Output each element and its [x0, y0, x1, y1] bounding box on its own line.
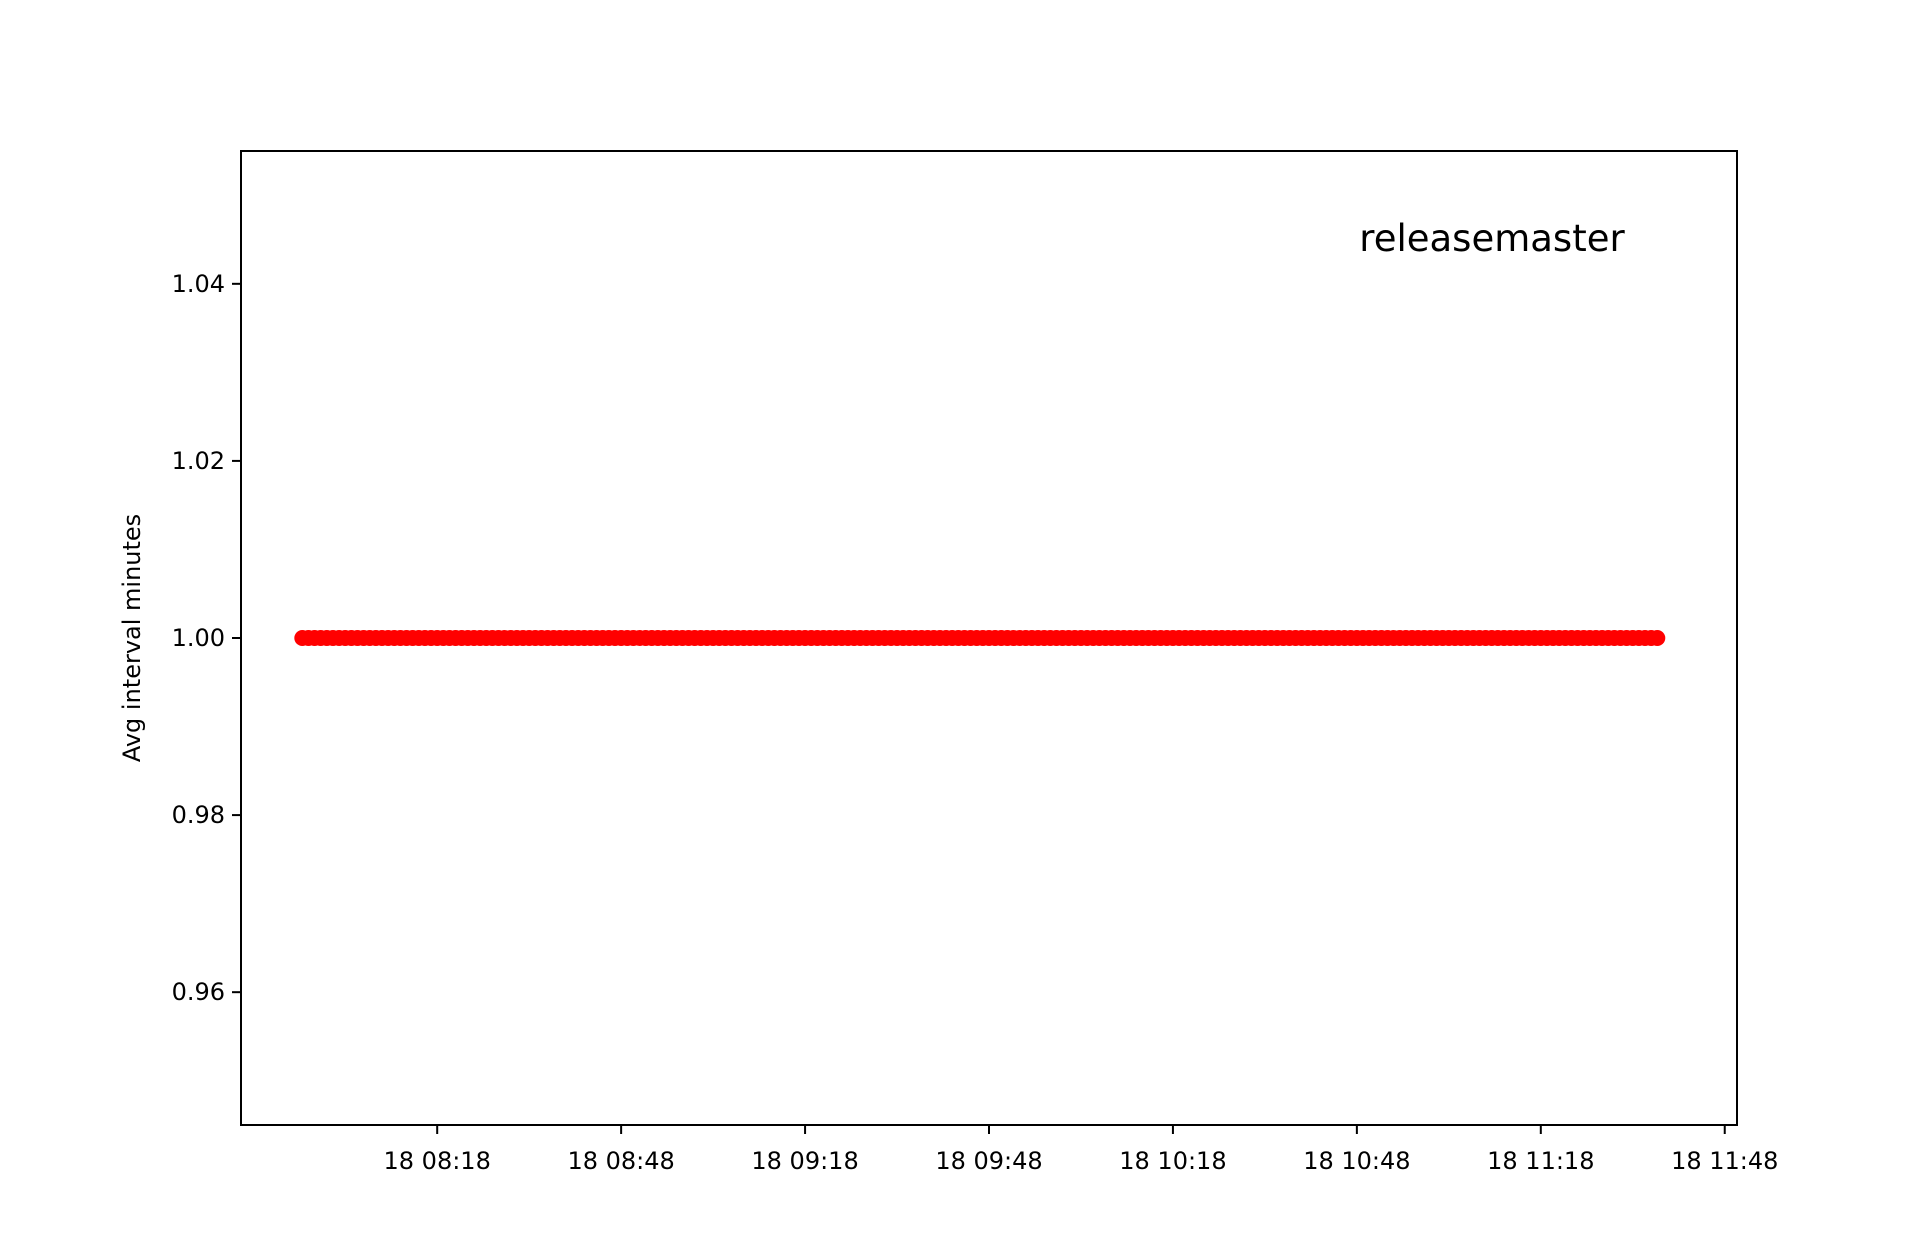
annotation-label: releasemaster [1359, 217, 1625, 260]
data-points [294, 630, 1666, 646]
x-tick-label: 18 10:48 [1303, 1147, 1410, 1175]
x-tick-label: 18 08:48 [567, 1147, 674, 1175]
data-point [1649, 630, 1666, 646]
y-tick-label: 1.02 [172, 447, 225, 475]
y-tick-label: 1.00 [172, 624, 225, 652]
x-tick-label: 18 11:18 [1487, 1147, 1594, 1175]
y-axis-label: Avg interval minutes [118, 514, 146, 762]
y-axis: 0.96 0.98 1.00 1.02 1.04 [172, 270, 241, 1006]
x-axis: 18 08:18 18 08:48 18 09:18 18 09:48 18 10:18… [384, 1125, 1778, 1175]
x-tick-label: 18 09:18 [751, 1147, 858, 1175]
y-tick-label: 1.04 [172, 270, 225, 298]
x-tick-label: 18 09:48 [935, 1147, 1042, 1175]
y-tick-label: 0.98 [172, 801, 225, 829]
x-tick-label: 18 08:18 [384, 1147, 491, 1175]
x-tick-label: 18 11:48 [1671, 1147, 1778, 1175]
x-tick-label: 18 10:18 [1119, 1147, 1226, 1175]
y-tick-label: 0.96 [172, 978, 225, 1006]
